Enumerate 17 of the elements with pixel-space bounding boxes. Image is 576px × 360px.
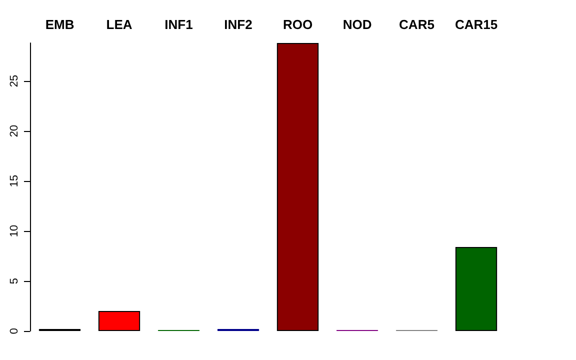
y-tick-label: 20: [8, 124, 20, 138]
x-tick-label: NOD: [342, 17, 372, 32]
x-tick-label: INF2: [224, 17, 252, 32]
x-tick-label: LEA: [106, 17, 133, 32]
y-tick-label: 15: [8, 174, 20, 188]
bar: [276, 43, 319, 331]
y-tick-label: 10: [8, 224, 20, 238]
x-tick-label: EMB: [45, 17, 74, 32]
x-tick-label: CAR5: [399, 17, 434, 32]
x-tick-label: CAR15: [454, 17, 498, 32]
bar: [455, 247, 498, 331]
x-tick-label: INF1: [164, 17, 193, 32]
y-tick-label: 0: [8, 328, 20, 334]
y-tick-label: 5: [8, 278, 20, 284]
bar: [98, 311, 140, 331]
y-tick-label: 25: [8, 74, 20, 88]
x-tick-label: ROO: [282, 17, 313, 32]
